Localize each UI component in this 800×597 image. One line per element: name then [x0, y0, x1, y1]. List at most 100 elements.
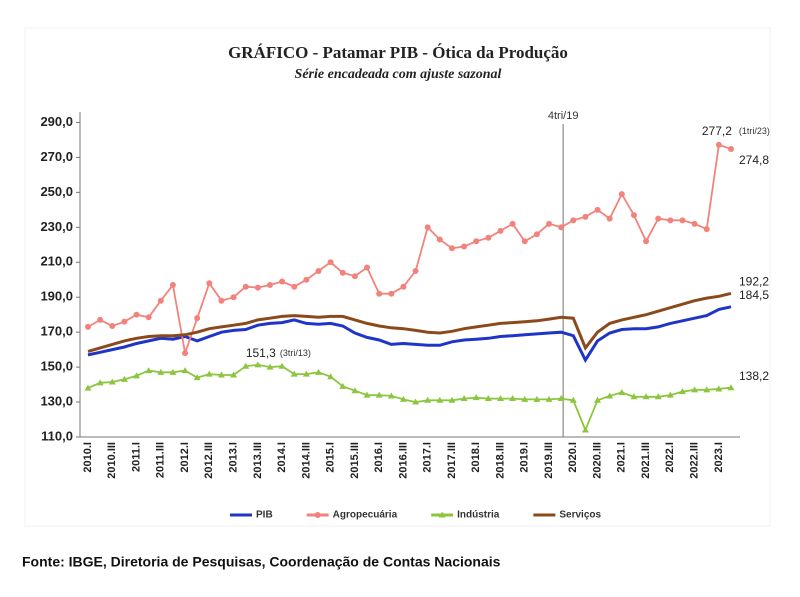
y-tick-label: 210,0: [40, 254, 73, 269]
x-tick-label: 2014.I: [276, 442, 288, 473]
point: [205, 370, 213, 377]
point: [254, 284, 261, 291]
x-tick-label: 2022.III: [689, 442, 701, 479]
point: [594, 206, 601, 213]
point: [594, 396, 602, 403]
point: [290, 370, 298, 377]
chart-subtitle: Série encadeada com ajuste sazonal: [295, 67, 502, 82]
point: [472, 394, 480, 401]
point: [339, 382, 347, 389]
point: [217, 371, 225, 378]
x-tick-label: 2015.I: [325, 442, 337, 473]
point: [351, 387, 359, 394]
x-tick-label: 2017.I: [422, 442, 434, 473]
point: [109, 323, 116, 330]
point: [606, 392, 614, 399]
point: [120, 375, 128, 382]
point: [570, 217, 577, 224]
point: [436, 236, 443, 243]
point: [315, 268, 322, 275]
point: [727, 384, 735, 391]
point: [218, 297, 225, 304]
point: [291, 283, 298, 290]
x-tick-label: 2022.I: [664, 442, 676, 473]
point: [678, 388, 686, 395]
point: [133, 372, 141, 379]
x-tick-label: 2019.I: [519, 442, 531, 473]
point: [364, 264, 371, 271]
point: [655, 215, 662, 222]
point: [193, 374, 201, 381]
x-tick-label: 2018.III: [494, 442, 506, 479]
point: [254, 361, 262, 368]
legend-marker: [438, 511, 446, 518]
point: [643, 238, 650, 245]
value-label: 192,2: [739, 275, 769, 289]
x-tick-label: 2020.I: [567, 442, 579, 473]
point: [484, 395, 492, 402]
point: [533, 231, 540, 238]
point: [728, 146, 734, 153]
point: [582, 213, 589, 220]
y-tick-label: 190,0: [40, 289, 73, 304]
point: [509, 395, 517, 402]
x-tick-label: 2012.III: [203, 442, 215, 479]
point: [630, 393, 638, 400]
point: [521, 238, 528, 245]
point: [242, 283, 249, 290]
point: [533, 395, 541, 402]
point: [642, 393, 650, 400]
point: [485, 234, 492, 241]
x-tick-label: 2021.III: [640, 442, 652, 479]
value-label: 184,5: [739, 288, 769, 302]
point: [194, 315, 201, 322]
point: [376, 290, 383, 297]
point: [569, 396, 577, 403]
point: [461, 243, 468, 250]
point: [133, 311, 140, 318]
y-tick-label: 230,0: [40, 219, 73, 234]
x-tick-label: 2016.III: [397, 442, 409, 479]
point: [654, 393, 662, 400]
chart-card: [24, 27, 771, 527]
point: [145, 367, 153, 374]
point: [460, 395, 468, 402]
point: [618, 388, 626, 395]
point: [351, 273, 358, 280]
chart-title: GRÁFICO - Patamar PIB - Ótica da Produçã…: [228, 43, 568, 62]
value-label: 274,8: [739, 153, 769, 167]
legend-marker: [314, 512, 321, 518]
point: [545, 395, 553, 402]
point: [121, 318, 128, 325]
x-tick-label: 2020.III: [591, 442, 603, 479]
y-tick-label: 170,0: [40, 324, 73, 339]
annotation: 4tri/19: [548, 110, 579, 122]
point: [242, 362, 250, 369]
point: [266, 281, 273, 288]
point: [606, 215, 613, 222]
point: [497, 227, 504, 234]
point: [375, 391, 383, 398]
point: [715, 385, 723, 392]
point: [327, 373, 335, 380]
point: [703, 386, 711, 393]
point: [266, 363, 274, 370]
x-tick-label: 2010.III: [106, 442, 118, 479]
point: [667, 217, 674, 224]
point: [412, 398, 420, 405]
point: [230, 294, 237, 301]
point: [363, 391, 371, 398]
x-tick-label: 2021.I: [616, 442, 628, 473]
source-note: Fonte: IBGE, Diretoria de Pesquisas, Coo…: [22, 554, 501, 570]
point: [509, 220, 516, 227]
point: [145, 314, 152, 321]
point: [558, 224, 565, 231]
point: [412, 268, 419, 275]
point: [424, 224, 431, 231]
point: [691, 386, 699, 393]
point: [436, 396, 444, 403]
y-tick-label: 130,0: [40, 393, 73, 408]
point: [448, 245, 455, 252]
point: [691, 220, 698, 227]
x-tick-label: 2014.III: [300, 442, 312, 479]
